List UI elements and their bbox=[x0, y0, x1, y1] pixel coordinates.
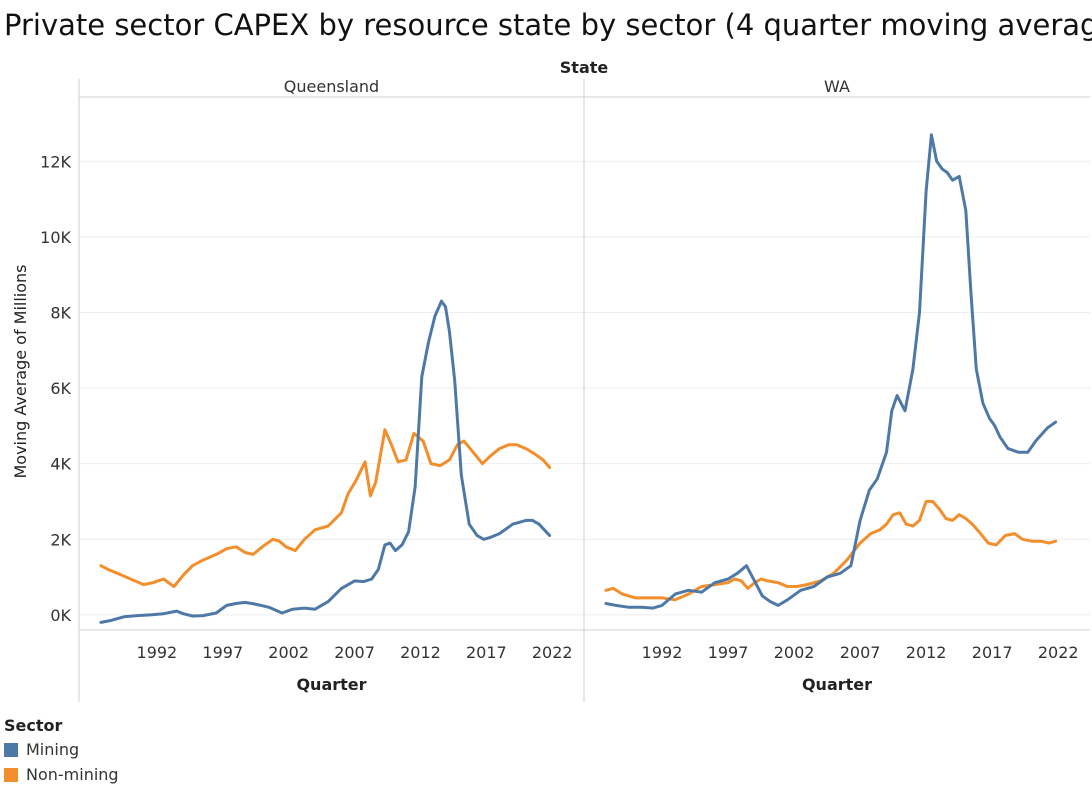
x-tick-label-wa-2022: 2022 bbox=[1038, 643, 1079, 662]
series-line-wa-mining bbox=[604, 133, 1058, 610]
x-tick-label-queensland-2022: 2022 bbox=[532, 643, 573, 662]
x-tick-label-wa-1997: 1997 bbox=[708, 643, 749, 662]
x-axis-title-queensland: Quarter bbox=[296, 675, 366, 694]
legend-label-non-mining: Non-mining bbox=[26, 765, 119, 784]
x-tick-label-queensland-2002: 2002 bbox=[268, 643, 309, 662]
x-tick-label-wa-2012: 2012 bbox=[906, 643, 947, 662]
y-tick-label-0K: 0K bbox=[50, 606, 71, 625]
series-line-queensland-non-mining bbox=[99, 428, 552, 588]
chart-title: Private sector CAPEX by resource state b… bbox=[4, 8, 1092, 42]
y-axis-title: Moving Average of Millions bbox=[11, 264, 30, 478]
legend-swatch-mining bbox=[4, 742, 18, 757]
legend-item-mining[interactable]: Mining bbox=[4, 737, 119, 762]
panel-header-queensland: Queensland bbox=[284, 77, 379, 96]
y-tick-label-6K: 6K bbox=[50, 379, 71, 398]
legend-title: Sector bbox=[4, 716, 63, 735]
y-tick-label-12K: 12K bbox=[40, 152, 71, 171]
facet-header-label: State bbox=[560, 58, 609, 77]
legend: Sector Mining Non-mining bbox=[4, 716, 119, 787]
x-tick-label-queensland-1997: 1997 bbox=[202, 643, 243, 662]
x-tick-label-queensland-2017: 2017 bbox=[466, 643, 507, 662]
x-tick-label-queensland-2007: 2007 bbox=[334, 643, 375, 662]
y-tick-label-8K: 8K bbox=[50, 303, 71, 322]
x-tick-label-queensland-2012: 2012 bbox=[400, 643, 441, 662]
series-line-wa-non-mining bbox=[604, 500, 1058, 602]
panel-header-wa: WA bbox=[824, 77, 850, 96]
y-tick-label-4K: 4K bbox=[50, 455, 71, 474]
x-tick-label-wa-2017: 2017 bbox=[972, 643, 1013, 662]
x-tick-label-wa-2002: 2002 bbox=[774, 643, 815, 662]
y-tick-label-10K: 10K bbox=[40, 228, 71, 247]
y-tick-label-2K: 2K bbox=[50, 530, 71, 549]
legend-item-non-mining[interactable]: Non-mining bbox=[4, 762, 119, 787]
x-tick-label-queensland-1992: 1992 bbox=[137, 643, 178, 662]
x-tick-label-wa-2007: 2007 bbox=[840, 643, 881, 662]
legend-label-mining: Mining bbox=[26, 740, 80, 759]
series-line-queensland-mining bbox=[99, 299, 552, 624]
x-axis-title-wa: Quarter bbox=[802, 675, 872, 694]
x-tick-label-wa-1992: 1992 bbox=[642, 643, 683, 662]
legend-swatch-non-mining bbox=[4, 767, 18, 782]
